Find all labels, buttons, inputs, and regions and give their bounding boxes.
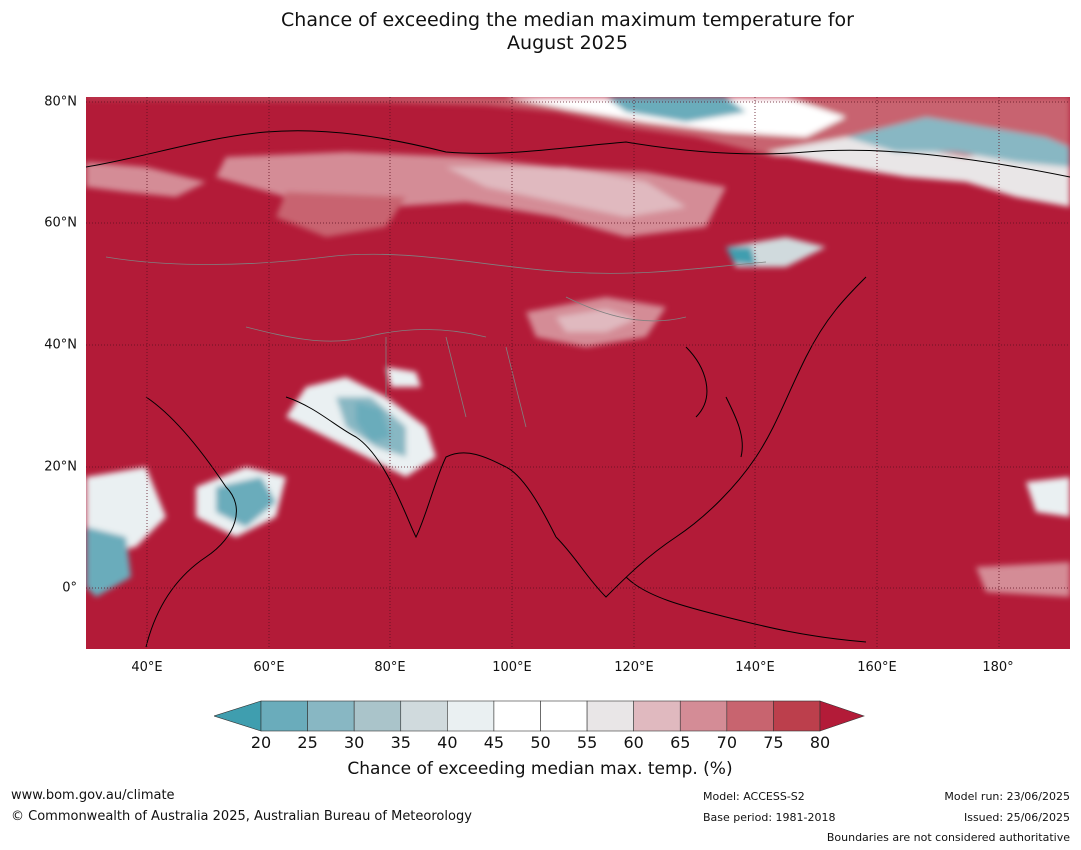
colorbar-segment — [540, 700, 588, 732]
lon-tick-120e: 120°E — [614, 660, 654, 675]
issued-text: Issued: 25/06/2025 — [963, 811, 1070, 824]
lat-tick-60n: 60°N — [44, 215, 77, 231]
lon-tick-40e: 40°E — [131, 660, 163, 675]
lat-tick-20n: 20°N — [44, 459, 77, 475]
colorbar-segment — [400, 700, 448, 732]
lat-tick-0: 0° — [62, 580, 77, 596]
lat-tick-40n: 40°N — [44, 337, 77, 353]
colorbar-tick-label: 25 — [297, 733, 318, 752]
graticule — [86, 97, 1070, 649]
website-link[interactable]: www.bom.gov.au/climate — [11, 788, 175, 803]
lon-tick-60e: 60°E — [253, 660, 285, 675]
colorbar-extend-low — [214, 700, 262, 732]
colorbar-segment — [353, 700, 402, 732]
probability-map — [86, 97, 1070, 649]
disclaimer-text: Boundaries are not considered authoritat… — [826, 831, 1070, 844]
lon-tick-180: 180° — [982, 660, 1014, 675]
colorbar-segment — [260, 700, 308, 732]
colorbar-label: Chance of exceeding median max. temp. (%… — [347, 759, 733, 779]
colorbar-tick-label: 30 — [343, 733, 365, 752]
colorbar — [214, 700, 865, 732]
colorbar-tick-label: 60 — [623, 733, 644, 752]
lat-tick-80n: 80°N — [44, 94, 77, 110]
title-line-1: Chance of exceeding the median maximum t… — [281, 9, 854, 31]
lon-tick-140e: 140°E — [735, 660, 775, 675]
colorbar-segment — [679, 700, 728, 732]
arctic-probability-regions — [86, 97, 1070, 347]
map-canvas — [86, 97, 1070, 649]
colorbar-segment — [493, 700, 541, 732]
colorbar-segments — [214, 700, 865, 732]
colorbar-segment — [447, 700, 495, 732]
colorbar-tick-label: 50 — [530, 733, 551, 752]
colorbar-tick-label: 70 — [716, 733, 738, 752]
title-line-2: August 2025 — [507, 32, 628, 54]
lon-tick-160e: 160°E — [857, 660, 897, 675]
coastlines — [86, 130, 1070, 648]
colorbar-segment — [307, 700, 355, 732]
country-borders — [105, 253, 767, 428]
base-period-text: Base period: 1981-2018 — [703, 811, 836, 824]
colorbar-segment — [633, 700, 681, 732]
colorbar-tick-label: 35 — [390, 733, 411, 752]
lon-tick-100e: 100°E — [492, 660, 532, 675]
model-text: Model: ACCESS-S2 — [703, 790, 805, 803]
colorbar-tick-label: 80 — [809, 733, 831, 752]
colorbar-segment — [586, 700, 634, 732]
colorbar-tick-label: 40 — [437, 733, 458, 752]
chart-title: Chance of exceeding the median maximum t… — [0, 9, 1081, 55]
colorbar-tick-label: 65 — [670, 733, 691, 752]
copyright-text: © Commonwealth of Australia 2025, Austra… — [11, 809, 472, 824]
lon-tick-80e: 80°E — [374, 660, 406, 675]
colorbar-tick-label: 45 — [483, 733, 505, 752]
colorbar-extend-high — [819, 700, 865, 732]
colorbar-tick-label: 55 — [576, 733, 598, 752]
low-probability-regions — [86, 367, 1070, 597]
colorbar-tick-label: 75 — [763, 733, 784, 752]
colorbar-tick-label: 20 — [250, 733, 272, 752]
colorbar-segment — [726, 700, 774, 732]
colorbar-segment — [773, 700, 821, 732]
model-run-text: Model run: 23/06/2025 — [944, 790, 1070, 803]
